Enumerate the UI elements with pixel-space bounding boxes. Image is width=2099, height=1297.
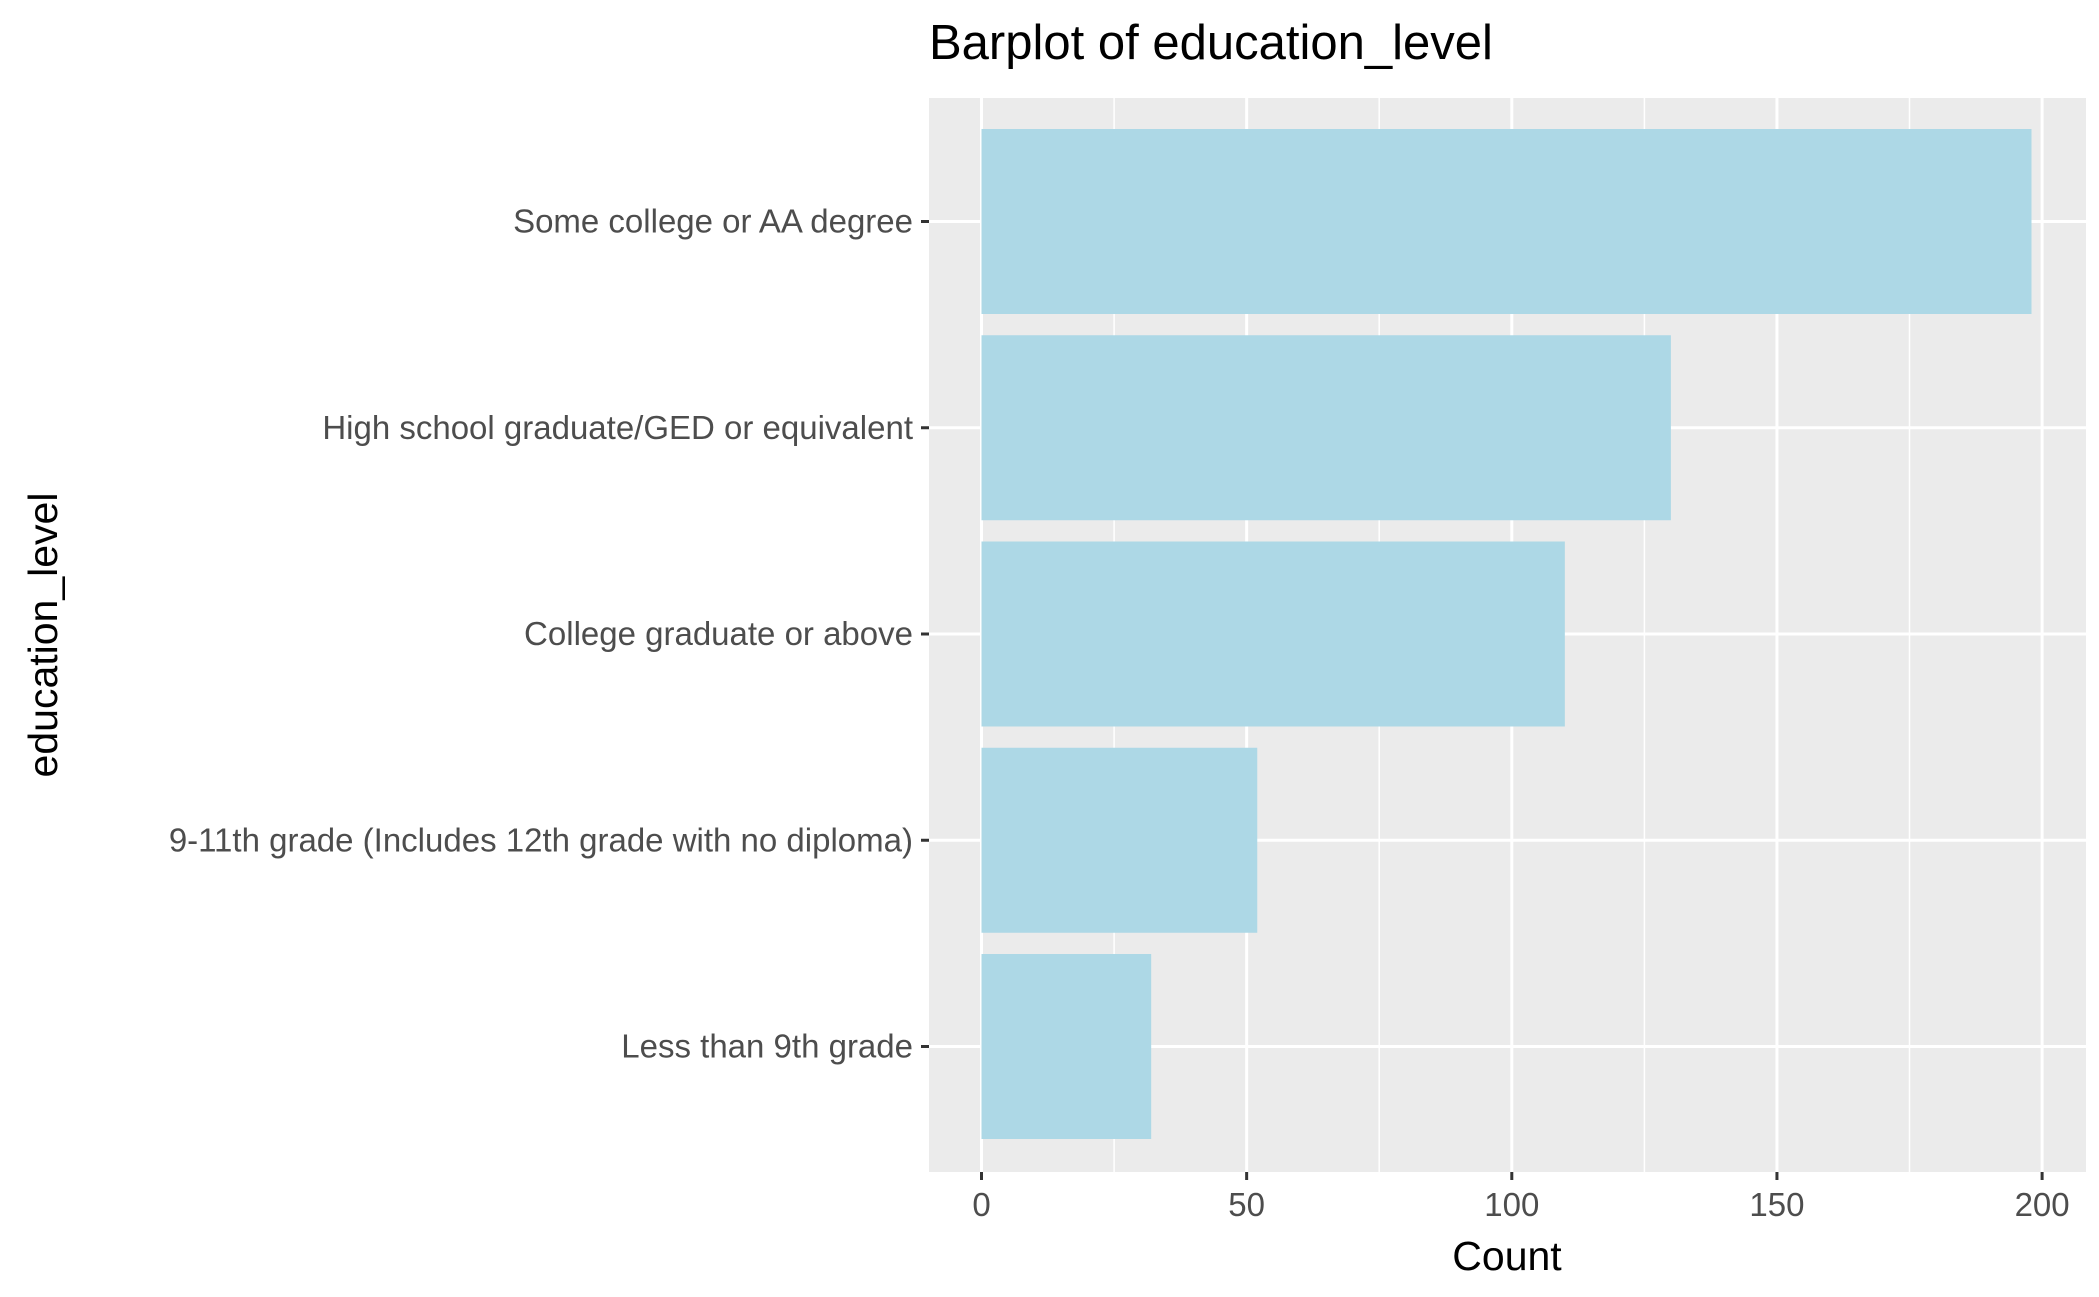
y-tick-label: High school graduate/GED or equivalent [322,409,913,446]
y-tick-label: College graduate or above [524,615,913,652]
y-axis-title: education_level [20,493,66,778]
bar [982,748,1258,933]
x-tick-label: 200 [2015,1186,2070,1223]
y-tick-label: Some college or AA degree [513,203,913,240]
x-axis-title: Count [1452,1233,1562,1279]
y-axis-ticks: Some college or AA degree High school gra… [169,203,929,1065]
bar [982,542,1565,727]
y-tick-label: Less than 9th grade [621,1028,913,1065]
x-tick-label: 100 [1484,1186,1539,1223]
x-tick-label: 0 [972,1186,990,1223]
bar [982,954,1152,1139]
y-tick-label: 9-11th grade (Includes 12th grade with n… [169,821,913,858]
x-axis-ticks: 0 50 100 150 200 [972,1172,2069,1223]
bar [982,335,1671,520]
x-tick-label: 150 [1749,1186,1804,1223]
bar [982,129,2032,314]
chart-title: Barplot of education_level [929,16,1493,70]
x-tick-label: 50 [1228,1186,1265,1223]
